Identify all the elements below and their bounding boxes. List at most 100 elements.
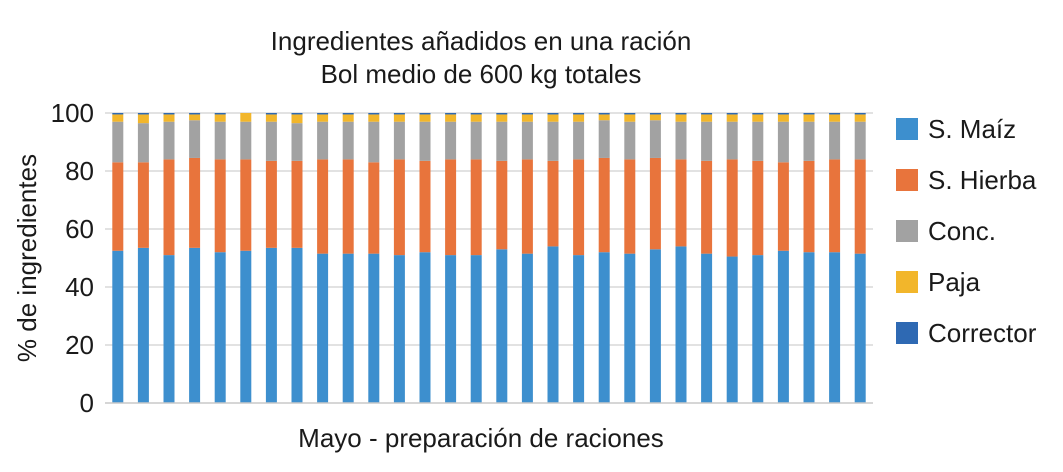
bar-segment: [368, 162, 380, 254]
bar-segment: [496, 114, 508, 122]
bar-segment: [649, 113, 661, 115]
bar-segment: [419, 113, 431, 115]
bar-segment: [189, 247, 201, 403]
bar-segment: [829, 113, 841, 115]
bar-segment: [291, 123, 303, 161]
bar-segment: [368, 253, 380, 403]
bar-segment: [189, 120, 201, 158]
bar-segment: [726, 114, 738, 122]
bar-segment: [112, 121, 124, 163]
bar-segment: [624, 253, 636, 403]
bar-segment: [675, 121, 687, 160]
bar-segment: [470, 121, 482, 160]
bar-segment: [137, 114, 149, 124]
bar-segment: [854, 114, 866, 122]
bar-segment: [214, 252, 226, 403]
bar-segment: [342, 114, 354, 122]
bar-segment: [649, 120, 661, 158]
bar-segment: [317, 113, 329, 115]
bar-segment: [470, 113, 482, 115]
bar-segment: [291, 114, 303, 124]
bar-segment: [777, 121, 789, 163]
bar-segment: [752, 114, 764, 122]
bar-segment: [803, 113, 815, 115]
bar-segment: [393, 255, 405, 403]
bar-segment: [214, 121, 226, 160]
bar-segment: [598, 120, 610, 158]
bar-segment: [342, 113, 354, 115]
y-tick-label: 60: [65, 214, 94, 244]
bar-segment: [112, 113, 124, 115]
bar-segment: [547, 246, 559, 403]
bar-segment: [317, 121, 329, 160]
bar-segment: [777, 114, 789, 122]
bar-segment: [496, 160, 508, 250]
bar-segment: [393, 113, 405, 115]
bar-segment: [803, 252, 815, 403]
legend-swatch: [896, 169, 918, 191]
bar-segment: [675, 246, 687, 403]
bar-segment: [368, 113, 380, 115]
bar-segment: [240, 113, 252, 122]
bar-segment: [496, 249, 508, 403]
bar-segment: [752, 160, 764, 256]
bar-segment: [112, 162, 124, 251]
bar-segment: [803, 121, 815, 161]
bar-segment: [291, 247, 303, 403]
legend-label: Conc.: [928, 216, 996, 246]
y-axis-label: % de ingredientes: [12, 154, 42, 362]
chart-subtitle: Bol medio de 600 kg totales: [321, 59, 642, 89]
legend-swatch: [896, 118, 918, 140]
bar-segment: [112, 250, 124, 403]
bar-segment: [573, 121, 585, 160]
bar-segment: [393, 159, 405, 256]
bar-segment: [419, 160, 431, 253]
bar-segment: [854, 159, 866, 254]
bar-segment: [726, 159, 738, 257]
bar-segment: [137, 162, 149, 248]
bar-segment: [726, 121, 738, 160]
y-tick-label: 0: [80, 388, 94, 418]
bar-segment: [189, 114, 201, 121]
bar-segment: [265, 160, 277, 248]
bar-segment: [598, 114, 610, 121]
bar-segment: [240, 121, 252, 160]
bar-segment: [214, 113, 226, 115]
legend-label: S. Maíz: [928, 114, 1016, 144]
bar-segment: [317, 253, 329, 403]
legend: S. Maíz S. Hierba Conc. Paja Corrector: [896, 114, 1037, 348]
bar-segment: [470, 114, 482, 122]
bar-segment: [701, 121, 713, 161]
bar-segment: [829, 121, 841, 160]
bar-segment: [137, 247, 149, 403]
bar-segment: [573, 113, 585, 115]
bar-segment: [265, 121, 277, 161]
bar-segment: [342, 121, 354, 160]
bar-segment: [701, 114, 713, 122]
bar-segment: [445, 121, 457, 160]
bar-segment: [521, 253, 533, 403]
bar-segment: [777, 250, 789, 403]
bar-segment: [368, 114, 380, 122]
bar-segment: [701, 253, 713, 403]
bar-segment: [470, 159, 482, 256]
bar-segment: [163, 114, 175, 122]
bar-segment: [521, 159, 533, 254]
legend-label: Paja: [928, 267, 981, 297]
bar-segment: [777, 162, 789, 251]
bar-segment: [419, 114, 431, 122]
bar-segment: [701, 160, 713, 254]
bar-segment: [829, 114, 841, 122]
bar-segment: [854, 113, 866, 115]
bar-segment: [624, 159, 636, 254]
x-axis-label: Mayo - preparación de raciones: [298, 423, 664, 453]
bar-segment: [265, 247, 277, 403]
bar-segment: [777, 113, 789, 115]
bar-segment: [496, 113, 508, 115]
bar-segment: [675, 113, 687, 115]
bar-segment: [163, 255, 175, 403]
legend-label: Corrector: [928, 318, 1037, 348]
bar-segment: [829, 252, 841, 403]
bar-segment: [752, 255, 764, 403]
